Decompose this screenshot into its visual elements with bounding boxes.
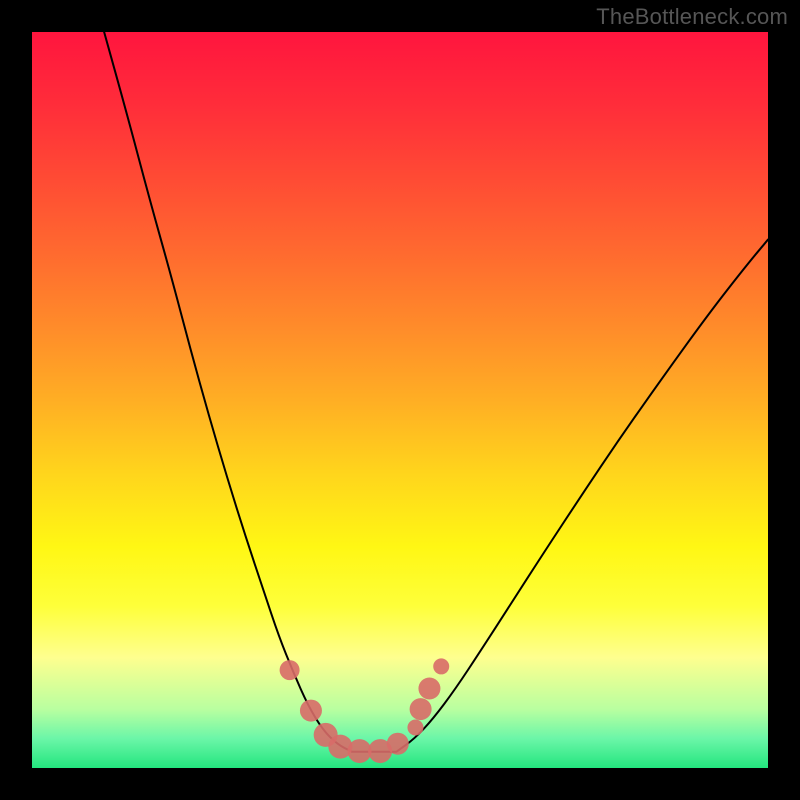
watermark-text: TheBottleneck.com [596,4,788,30]
marker-dot [280,660,300,680]
bottleneck-curve [104,32,768,752]
marker-dot [433,658,449,674]
marker-dot [407,720,423,736]
marker-dot [348,739,372,763]
marker-dot [387,733,409,755]
marker-dot [300,700,322,722]
curve-overlay [32,32,768,768]
marker-dot [418,678,440,700]
marker-dot [410,698,432,720]
curve-markers [280,658,450,763]
